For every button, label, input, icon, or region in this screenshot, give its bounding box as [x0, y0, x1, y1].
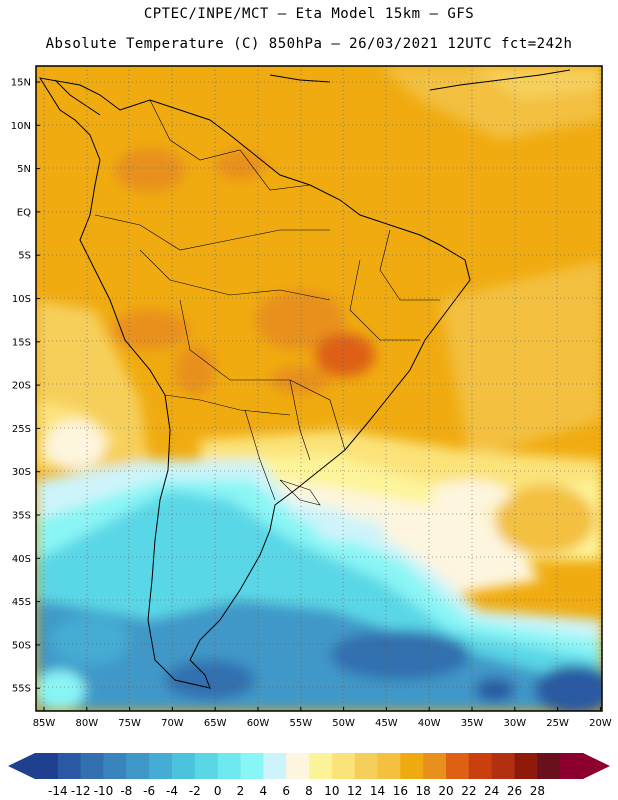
colorbar-swatch	[423, 753, 447, 779]
colorbar-label: -12	[71, 784, 91, 798]
lat-label: 10N	[11, 121, 31, 132]
colorbar-swatch	[35, 753, 59, 779]
chart-title-model: CPTEC/INPE/MCT – Eta Model 15km – GFS	[143, 6, 475, 22]
lon-label: 60W	[247, 718, 270, 729]
colorbar-label: -2	[189, 784, 201, 798]
lat-label: 5N	[17, 164, 31, 175]
map-frame	[35, 65, 603, 712]
lon-label: 25W	[546, 718, 569, 729]
colorbar-label: 28	[530, 784, 545, 798]
colorbar-swatch	[514, 753, 538, 779]
colorbar-swatch	[354, 753, 378, 779]
colorbar-label: 10	[324, 784, 339, 798]
coastline-outline	[38, 69, 571, 689]
lat-label: 5S	[18, 251, 31, 262]
colorbar-swatch	[172, 753, 196, 779]
colorbar-swatch	[194, 753, 219, 779]
temperature-field	[36, 66, 602, 711]
lat-label: 35S	[12, 511, 31, 522]
colorbar-swatch	[331, 753, 356, 779]
colorbar-label: 12	[347, 784, 362, 798]
lon-label: 35W	[461, 718, 484, 729]
colorbar-swatch	[377, 753, 401, 779]
lon-label: 70W	[161, 718, 184, 729]
lon-label: 45W	[375, 718, 398, 729]
lon-label: 40W	[418, 718, 441, 729]
lat-label: 10S	[12, 294, 31, 305]
colorbar-swatch	[560, 753, 584, 779]
colorbar-over-arrow	[583, 753, 610, 779]
lon-label: 75W	[118, 718, 141, 729]
lat-label: 15S	[12, 337, 31, 348]
lon-label: 85W	[33, 718, 56, 729]
colorbar-label: 8	[305, 784, 313, 798]
colorbar-label: 16	[393, 784, 408, 798]
colorbar-label: 20	[438, 784, 453, 798]
lat-label: EQ	[17, 207, 31, 218]
colorbar-label: 22	[461, 784, 476, 798]
latitude-labels: 15N 10N 5N EQ 5S 10S 15S 20S 25S 30S 35S 40S 45S 50S 5…	[11, 78, 31, 695]
lat-label: 40S	[12, 554, 31, 565]
colorbar-swatch	[400, 753, 424, 779]
lon-label: 50W	[332, 718, 355, 729]
lon-label: 65W	[204, 718, 227, 729]
colorbar-swatch	[491, 753, 515, 779]
colorbar-swatch	[57, 753, 82, 779]
lon-label: 80W	[75, 718, 98, 729]
colorbar-label: -8	[120, 784, 132, 798]
colorbar-swatch	[103, 753, 127, 779]
lat-label: 25S	[12, 424, 31, 435]
lon-label: 55W	[289, 718, 312, 729]
colorbar-label: 24	[484, 784, 499, 798]
country-borders	[94, 99, 440, 506]
colorbar-label: -6	[143, 784, 155, 798]
lat-label: 20S	[12, 381, 31, 392]
colorbar-swatch	[537, 753, 561, 779]
colorbar-label: 2	[237, 784, 245, 798]
lat-label: 15N	[11, 78, 31, 89]
lon-label: 20W	[589, 718, 612, 729]
colorbar: -14 -12 -10 -8 -6 -4 -2 0 2 4 6 8 10 12 14 16 18 20 22 24 26…	[8, 753, 610, 798]
colorbar-label: 0	[214, 784, 222, 798]
colorbar-label: -10	[94, 784, 114, 798]
colorbar-swatch	[126, 753, 150, 779]
colorbar-swatch	[263, 753, 287, 779]
colorbar-label: 14	[370, 784, 385, 798]
lat-label: 45S	[12, 597, 31, 608]
colorbar-swatch	[217, 753, 241, 779]
colorbar-swatch	[309, 753, 333, 779]
colorbar-under-arrow	[8, 753, 35, 779]
lat-label: 30S	[12, 467, 31, 478]
colorbar-swatch	[149, 753, 173, 779]
lon-label: 30W	[503, 718, 526, 729]
lat-label: 50S	[12, 640, 31, 651]
colorbar-label: 26	[507, 784, 522, 798]
colorbar-swatch	[80, 753, 104, 779]
colorbar-label: -14	[48, 784, 68, 798]
colorbar-swatch	[240, 753, 264, 779]
colorbar-swatch	[286, 753, 310, 779]
axis-ticks	[36, 81, 601, 711]
chart-title-variable: Absolute Temperature (C) 850hPa – 26/03/…	[45, 36, 573, 52]
longitude-labels: 85W 80W 75W 70W 65W 60W 55W 50W 45W 40W 35W 30W 25W 2…	[33, 718, 612, 729]
colorbar-label: -4	[166, 784, 178, 798]
colorbar-swatch	[468, 753, 493, 779]
colorbar-label: 4	[260, 784, 268, 798]
colorbar-label: 6	[282, 784, 290, 798]
lat-label: 55S	[12, 684, 31, 695]
colorbar-label: 18	[416, 784, 431, 798]
colorbar-swatch	[446, 753, 470, 779]
